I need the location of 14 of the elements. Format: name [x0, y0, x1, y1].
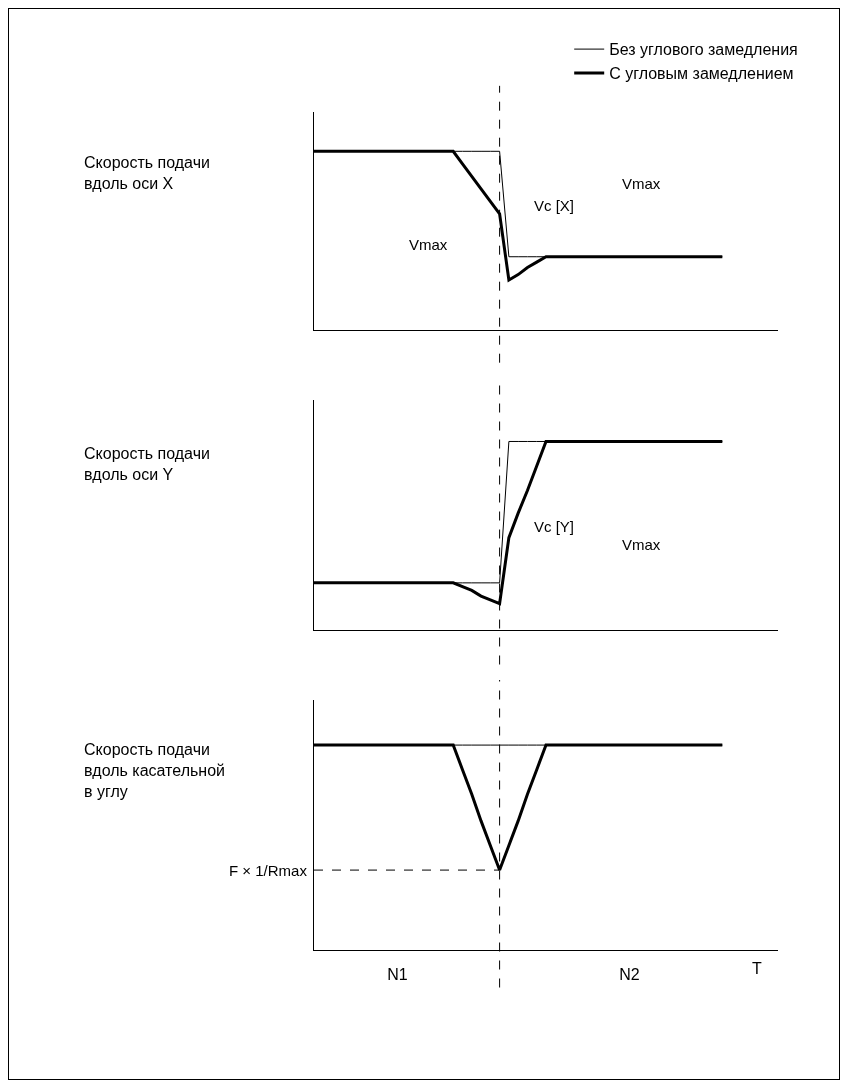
y-axis-title: Скорость подачи вдоль оси Y — [84, 445, 210, 483]
annotation: Vc [Y] — [534, 518, 575, 535]
annotation: Vmax — [622, 536, 661, 553]
annotation: Vmax — [622, 175, 661, 192]
y-axis-title: Скорость подачи вдоль касательной в углу — [84, 741, 225, 800]
legend-label: Без углового замедления — [609, 41, 798, 59]
annotation: Vmax — [409, 236, 448, 253]
x-tick-label: N2 — [619, 966, 640, 984]
annotation: Vc [X] — [534, 197, 575, 214]
x-tick-label: N1 — [387, 966, 408, 984]
x-axis-title: T — [752, 960, 762, 977]
legend-label: С угловым замедлением — [609, 65, 794, 83]
ref-line-label: F × 1/Rmax — [229, 862, 308, 879]
y-axis-title: Скорость подачи вдоль оси X — [84, 154, 210, 192]
